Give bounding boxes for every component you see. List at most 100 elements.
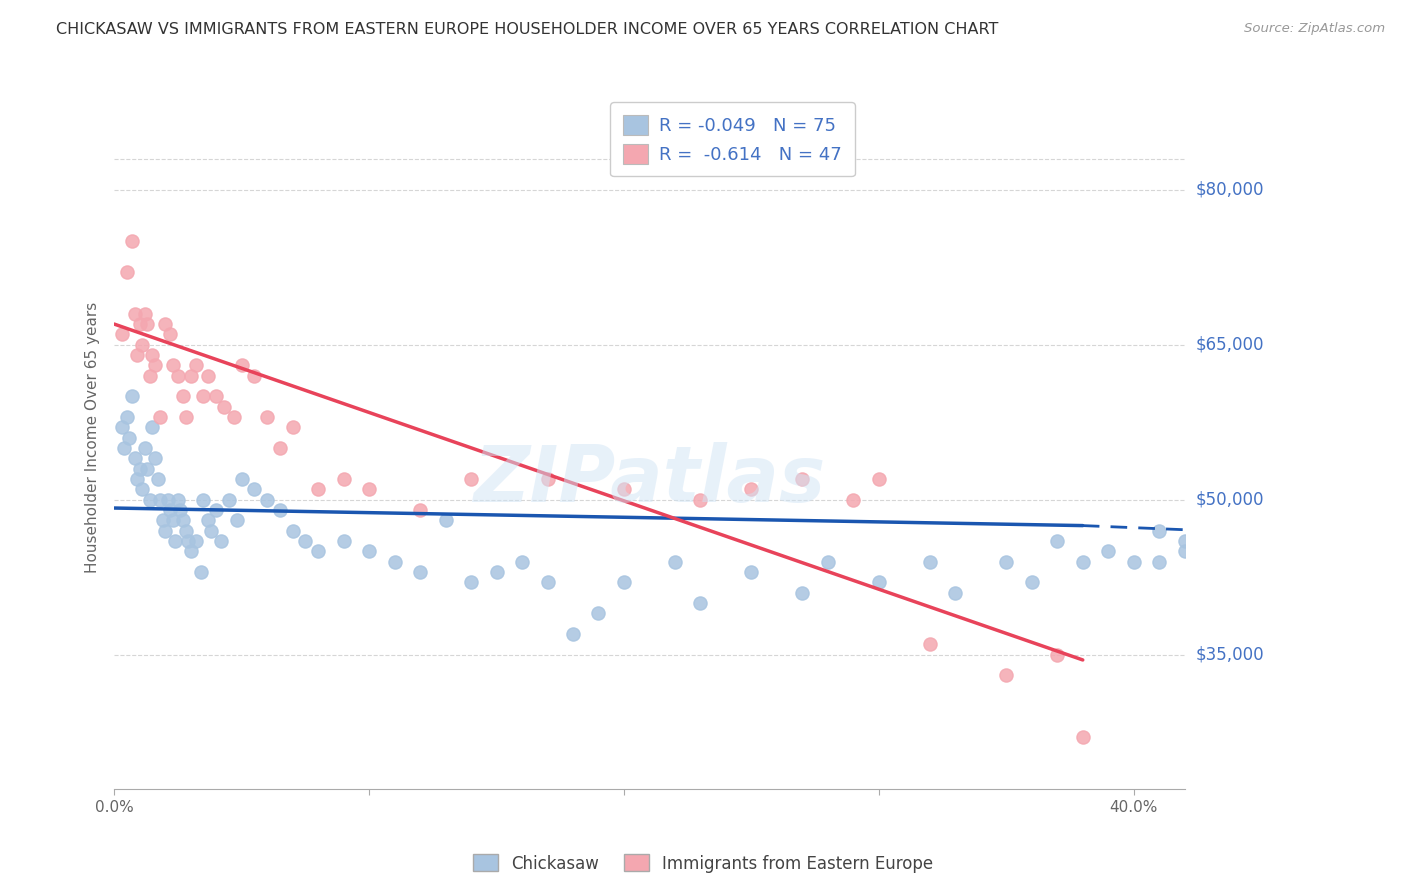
Point (174, 524, 197, 538)
Point (689, 596, 711, 610)
Point (172, 513, 194, 527)
Point (193, 492, 215, 507)
Point (243, 368, 266, 383)
Point (460, 472, 482, 486)
Point (141, 420, 163, 434)
Point (177, 534, 200, 549)
Point (152, 513, 174, 527)
Point (167, 368, 190, 383)
Point (115, 410, 138, 425)
Point (136, 317, 159, 331)
Point (792, 472, 814, 486)
Point (190, 565, 212, 579)
Point (332, 472, 354, 486)
Point (159, 327, 181, 342)
Point (918, 555, 941, 569)
Point (127, 472, 149, 486)
Point (184, 534, 207, 549)
Point (409, 503, 432, 517)
Point (792, 586, 814, 600)
Point (269, 503, 291, 517)
Point (281, 420, 304, 434)
Point (180, 368, 202, 383)
Point (995, 668, 1018, 682)
Point (156, 492, 179, 507)
Point (817, 555, 839, 569)
Point (174, 410, 197, 425)
Point (613, 575, 636, 590)
Point (1097, 544, 1119, 558)
Point (149, 410, 172, 425)
Point (111, 327, 134, 342)
Point (1071, 555, 1094, 569)
Point (1071, 731, 1094, 745)
Text: ZIPatlas: ZIPatlas (474, 442, 825, 518)
Point (141, 348, 163, 362)
Point (1174, 544, 1197, 558)
Point (740, 483, 762, 497)
Point (485, 565, 508, 579)
Point (134, 441, 156, 455)
Point (842, 492, 865, 507)
Point (115, 265, 138, 279)
Point (197, 368, 219, 383)
Text: Source: ZipAtlas.com: Source: ZipAtlas.com (1244, 22, 1385, 36)
Point (153, 524, 176, 538)
Point (1147, 524, 1170, 538)
Point (409, 565, 432, 579)
Point (222, 410, 245, 425)
Text: $35,000: $35,000 (1197, 646, 1264, 664)
Point (536, 472, 558, 486)
Point (162, 359, 184, 373)
Point (149, 492, 172, 507)
Point (1174, 534, 1197, 549)
Legend: R = -0.049   N = 75, R =  -0.614   N = 47: R = -0.049 N = 75, R = -0.614 N = 47 (610, 103, 855, 177)
Point (212, 400, 235, 414)
Point (112, 441, 135, 455)
Point (180, 544, 202, 558)
Point (143, 359, 166, 373)
Point (243, 483, 266, 497)
Point (128, 317, 150, 331)
Point (995, 555, 1018, 569)
Point (307, 483, 329, 497)
Point (193, 389, 215, 403)
Point (256, 410, 278, 425)
Point (868, 472, 890, 486)
Point (1199, 524, 1222, 538)
Point (205, 389, 228, 403)
Text: CHICKASAW VS IMMIGRANTS FROM EASTERN EUROPE HOUSEHOLDER INCOME OVER 65 YEARS COR: CHICKASAW VS IMMIGRANTS FROM EASTERN EUR… (56, 22, 998, 37)
Point (165, 534, 187, 549)
Point (740, 565, 762, 579)
Point (134, 307, 156, 321)
Text: $80,000: $80,000 (1197, 181, 1264, 199)
Point (169, 503, 191, 517)
Point (209, 534, 232, 549)
Point (613, 483, 636, 497)
Point (281, 524, 304, 538)
Point (918, 637, 941, 651)
Point (943, 586, 966, 600)
Point (162, 513, 184, 527)
Point (167, 492, 190, 507)
Point (1147, 555, 1170, 569)
Point (131, 337, 153, 351)
Point (562, 627, 585, 641)
Point (1021, 575, 1043, 590)
Point (124, 451, 146, 466)
Y-axis label: Householder Income Over 65 years: Householder Income Over 65 years (86, 302, 100, 574)
Point (159, 503, 181, 517)
Point (111, 420, 134, 434)
Point (136, 462, 159, 476)
Point (689, 492, 711, 507)
Point (536, 575, 558, 590)
Point (153, 317, 176, 331)
Point (143, 451, 166, 466)
Point (124, 307, 146, 321)
Point (1046, 648, 1069, 662)
Point (121, 389, 143, 403)
Point (294, 534, 316, 549)
Point (307, 544, 329, 558)
Point (231, 472, 253, 486)
Point (146, 472, 169, 486)
